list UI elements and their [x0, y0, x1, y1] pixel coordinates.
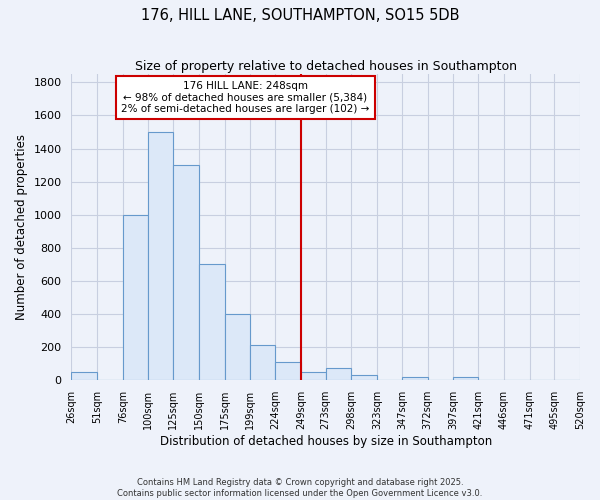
Bar	[275, 362, 301, 380]
Bar	[402, 378, 428, 380]
Bar	[71, 372, 97, 380]
Bar	[454, 378, 478, 380]
Bar	[148, 132, 173, 380]
Bar	[225, 314, 250, 380]
Text: 176 HILL LANE: 248sqm
← 98% of detached houses are smaller (5,384)
2% of semi-de: 176 HILL LANE: 248sqm ← 98% of detached …	[121, 81, 370, 114]
Bar	[250, 345, 275, 380]
Title: Size of property relative to detached houses in Southampton: Size of property relative to detached ho…	[135, 60, 517, 73]
Bar	[301, 372, 326, 380]
Y-axis label: Number of detached properties: Number of detached properties	[15, 134, 28, 320]
Bar	[326, 368, 352, 380]
Bar	[199, 264, 225, 380]
Bar	[123, 214, 148, 380]
Text: 176, HILL LANE, SOUTHAMPTON, SO15 5DB: 176, HILL LANE, SOUTHAMPTON, SO15 5DB	[141, 8, 459, 22]
Bar	[352, 375, 377, 380]
Text: Contains HM Land Registry data © Crown copyright and database right 2025.
Contai: Contains HM Land Registry data © Crown c…	[118, 478, 482, 498]
X-axis label: Distribution of detached houses by size in Southampton: Distribution of detached houses by size …	[160, 434, 492, 448]
Bar	[173, 165, 199, 380]
